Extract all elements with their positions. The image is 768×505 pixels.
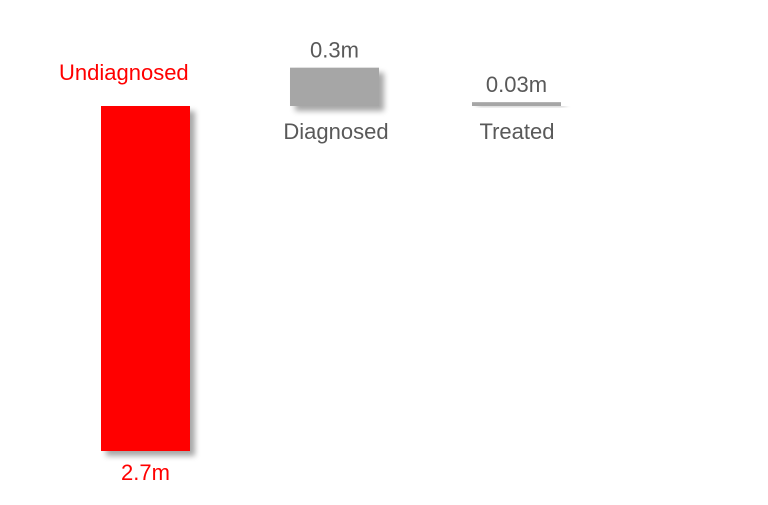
bar-treated	[472, 102, 561, 106]
value-label-diagnosed: 0.3m	[310, 38, 359, 63]
value-label-treated: 0.03m	[486, 72, 547, 97]
bars-group	[101, 67, 561, 451]
bar-diagnosed	[290, 67, 379, 106]
labels-group: 2.7m Undiagnosed 0.3m Diagnosed 0.03m Treated	[59, 38, 555, 485]
category-label-treated: Treated	[479, 119, 554, 144]
value-label-undiagnosed: 2.7m	[121, 460, 170, 485]
category-label-undiagnosed: Undiagnosed	[59, 60, 189, 85]
category-label-diagnosed: Diagnosed	[283, 119, 388, 144]
bar-undiagnosed	[101, 106, 190, 451]
